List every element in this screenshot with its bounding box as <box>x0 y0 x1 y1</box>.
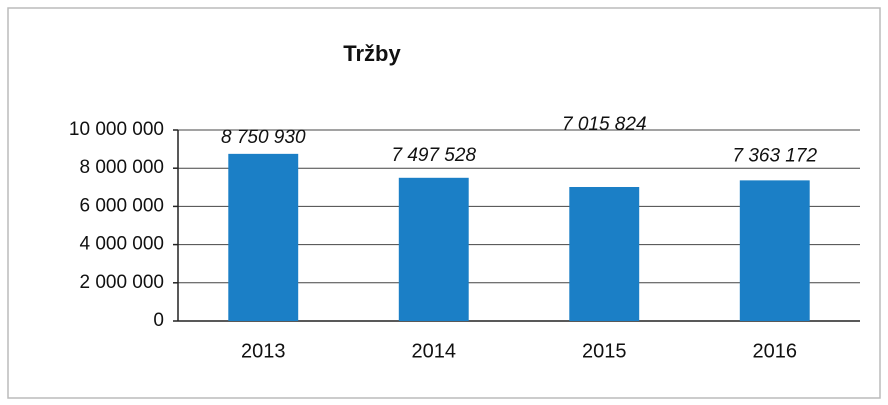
bar <box>228 153 299 321</box>
y-tick-label: 4 000 000 <box>79 234 164 255</box>
value-label: 7 015 824 <box>562 114 647 135</box>
bar <box>569 186 640 321</box>
y-tick-label: 6 000 000 <box>79 195 164 216</box>
chart-title: Tržby <box>343 41 401 66</box>
y-tick-label: 0 <box>153 310 164 331</box>
y-tick-label: 10 000 000 <box>69 119 164 140</box>
value-label: 8 750 930 <box>221 127 306 148</box>
x-tick-label: 2013 <box>241 340 286 362</box>
value-label: 7 497 528 <box>391 145 476 166</box>
x-tick-label: 2014 <box>412 340 457 362</box>
bar <box>739 180 810 321</box>
bar <box>398 177 469 321</box>
x-tick-label: 2016 <box>753 340 798 362</box>
y-tick-label: 8 000 000 <box>79 157 164 178</box>
y-tick-label: 2 000 000 <box>79 272 164 293</box>
value-label: 7 363 172 <box>732 145 817 166</box>
x-tick-label: 2015 <box>582 340 627 362</box>
